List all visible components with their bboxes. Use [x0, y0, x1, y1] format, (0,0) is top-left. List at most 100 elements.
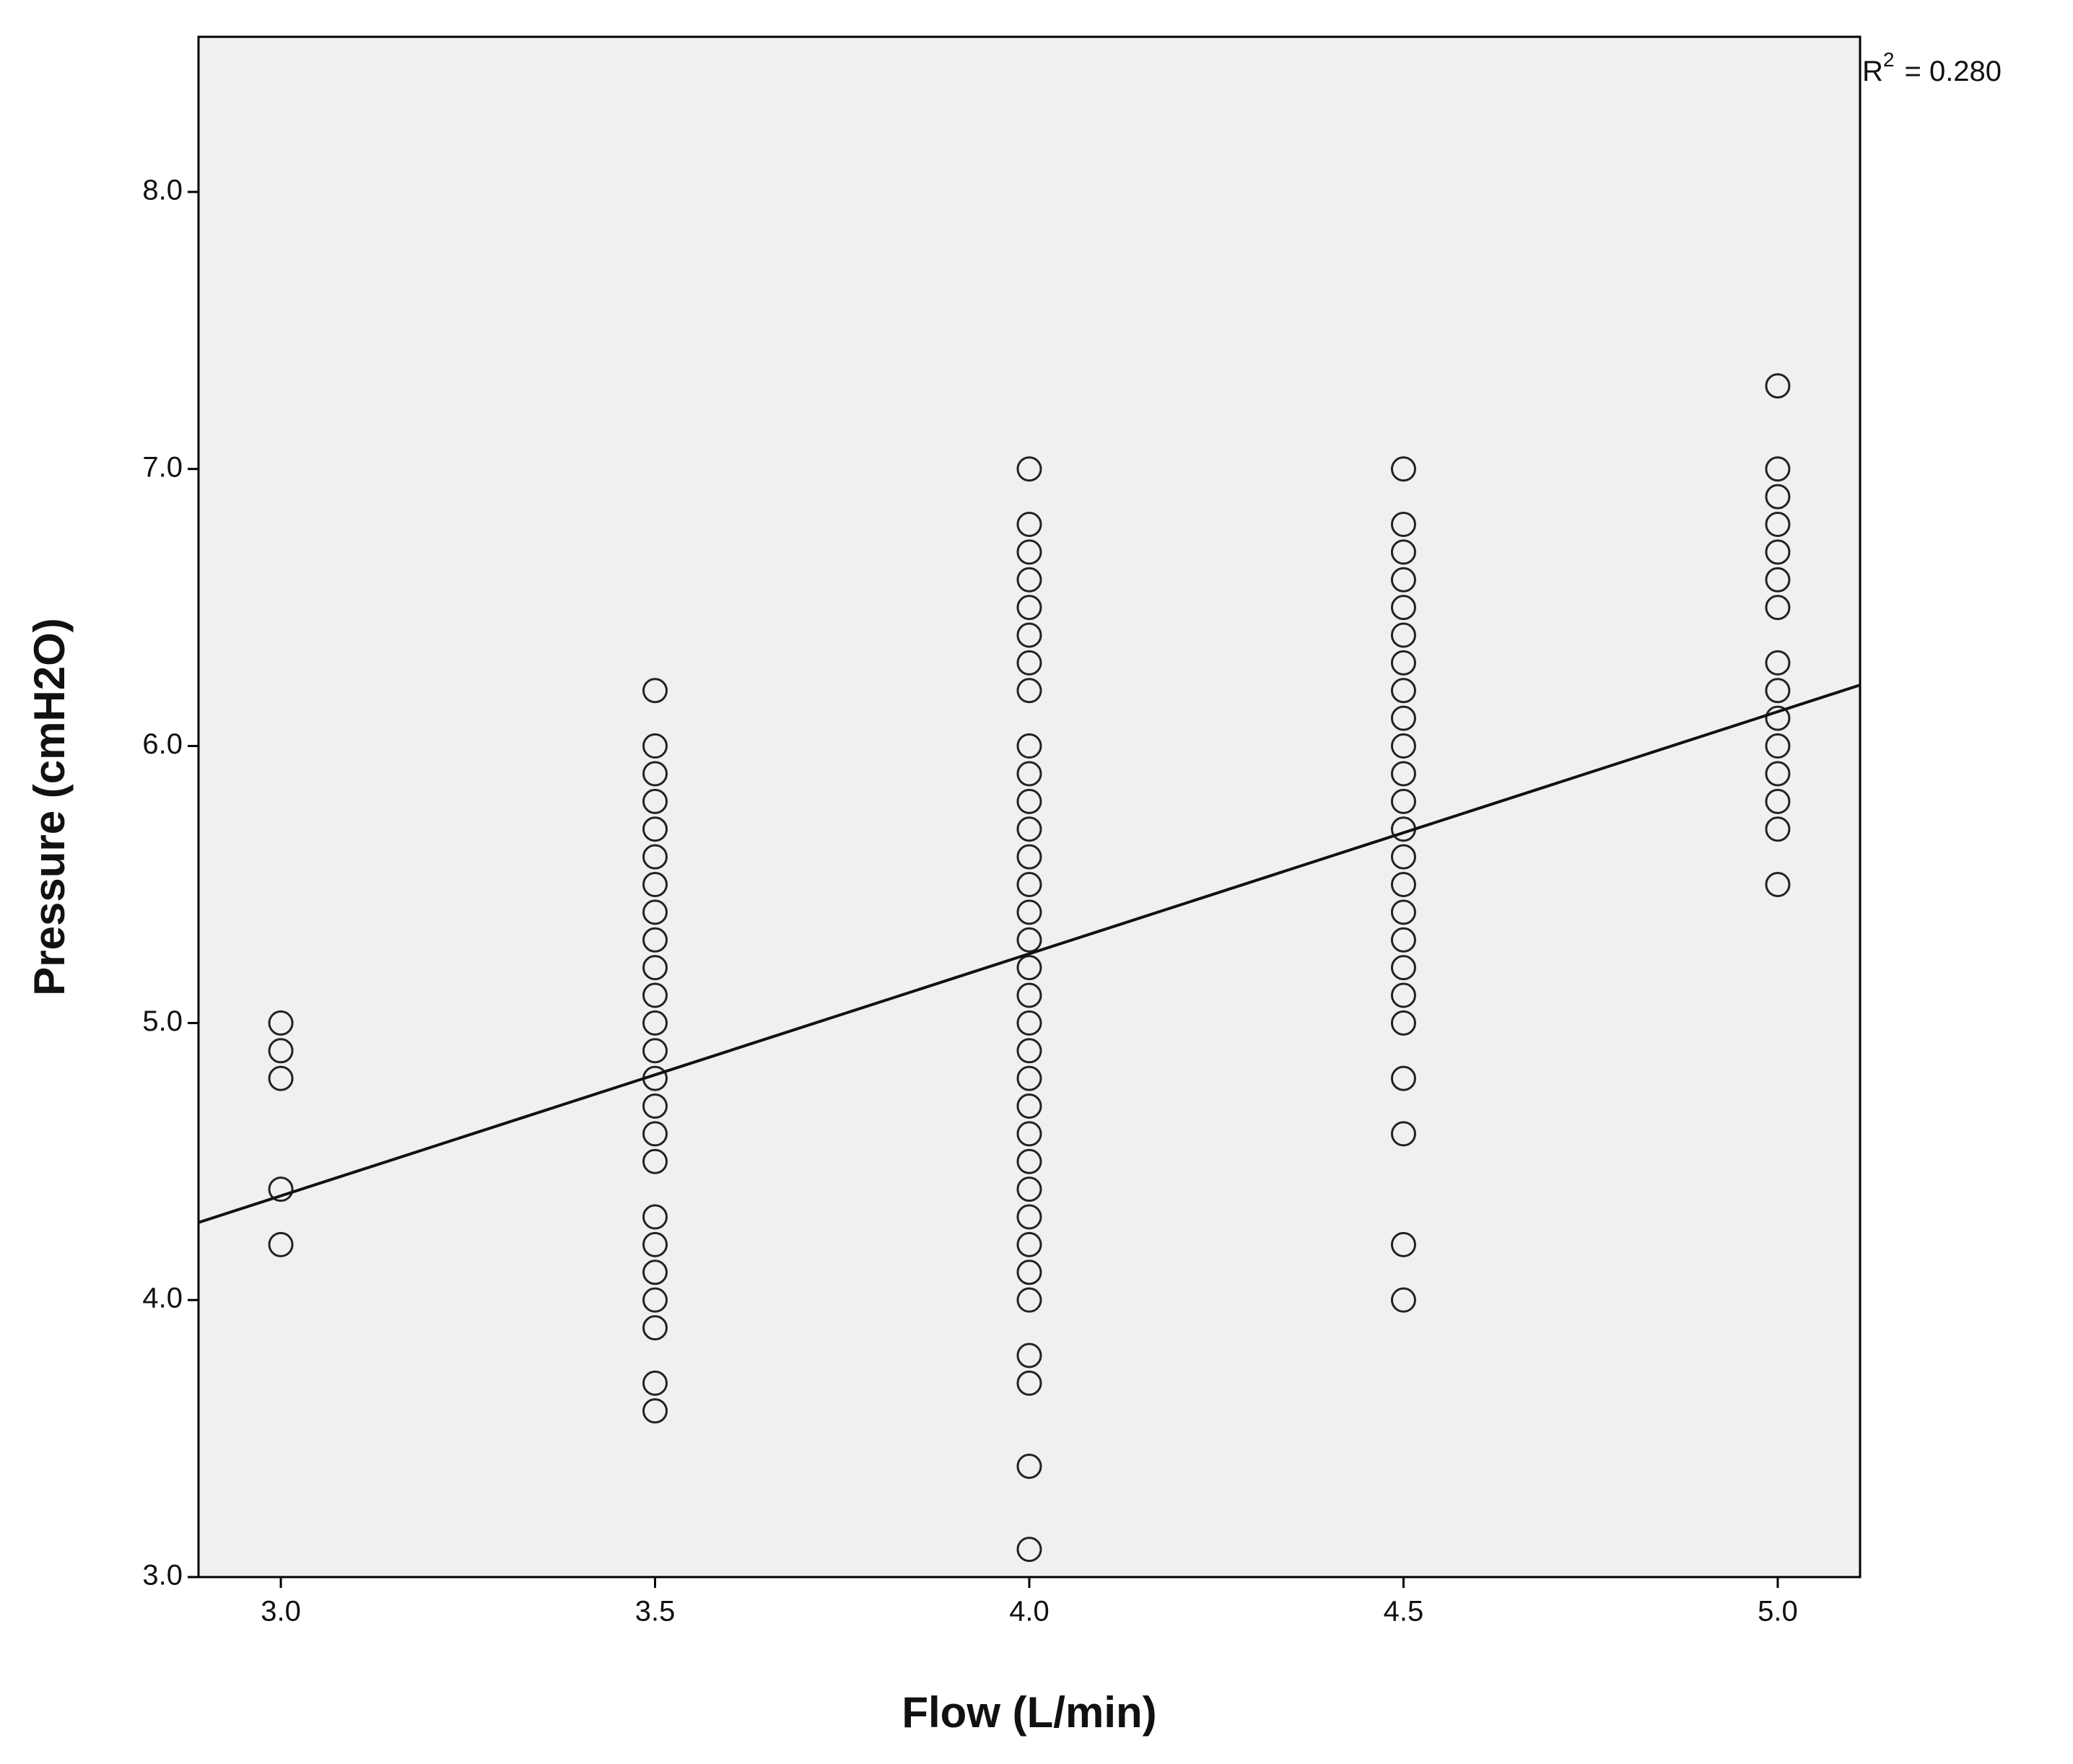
point	[1765, 456, 1791, 482]
point	[1016, 1342, 1042, 1368]
point	[642, 1093, 668, 1119]
point	[642, 871, 668, 897]
point	[1016, 1537, 1042, 1563]
point	[1390, 567, 1416, 593]
y-tick-label: 5.0	[142, 1005, 183, 1037]
point	[642, 1287, 668, 1313]
point	[1390, 927, 1416, 953]
point	[642, 678, 668, 704]
point	[268, 1231, 294, 1257]
point	[1016, 1259, 1042, 1285]
point	[1765, 705, 1791, 731]
point	[1016, 456, 1042, 482]
x-tick-label: 3.5	[635, 1596, 676, 1628]
point	[1390, 678, 1416, 704]
point	[642, 982, 668, 1008]
point	[1016, 539, 1042, 565]
point	[1765, 761, 1791, 787]
point	[1016, 1370, 1042, 1396]
point	[1016, 899, 1042, 925]
point	[642, 1204, 668, 1230]
point	[1016, 844, 1042, 870]
point	[642, 1038, 668, 1064]
point	[1390, 761, 1416, 787]
point	[1016, 1176, 1042, 1202]
point	[1016, 1065, 1042, 1091]
r2-value: = 0.280	[1904, 56, 2002, 87]
point	[642, 816, 668, 842]
x-axis-title: Flow (L/min)	[902, 1688, 1156, 1737]
point	[1390, 982, 1416, 1008]
point	[1016, 1121, 1042, 1147]
point	[1016, 1010, 1042, 1036]
point	[642, 761, 668, 787]
fit-line	[198, 684, 1861, 1224]
y-tick-label: 6.0	[142, 728, 183, 760]
point	[268, 1038, 294, 1064]
y-tick-label: 8.0	[142, 174, 183, 206]
point	[642, 1315, 668, 1341]
point	[1390, 622, 1416, 648]
point	[1016, 650, 1042, 676]
point	[1390, 788, 1416, 814]
point	[1016, 678, 1042, 704]
point	[642, 1010, 668, 1036]
point	[1016, 871, 1042, 897]
plot-area	[197, 35, 1862, 1579]
point	[642, 927, 668, 953]
point	[1765, 816, 1791, 842]
point	[1016, 1231, 1042, 1257]
point	[642, 1370, 668, 1396]
r2-exponent: 2	[1883, 48, 1895, 71]
y-axis-title: Pressure (cmH2O)	[25, 618, 74, 996]
point	[1016, 567, 1042, 593]
y-tick-label: 7.0	[142, 451, 183, 483]
point	[1390, 955, 1416, 981]
point	[1016, 1287, 1042, 1313]
point	[642, 1259, 668, 1285]
point	[268, 1176, 294, 1202]
x-tick-label: 4.5	[1384, 1596, 1424, 1628]
point	[1390, 844, 1416, 870]
point	[1765, 871, 1791, 897]
point	[1390, 595, 1416, 621]
point	[1016, 1038, 1042, 1064]
point	[1390, 512, 1416, 538]
point	[1016, 1204, 1042, 1230]
point	[1016, 1148, 1042, 1174]
point	[1016, 733, 1042, 759]
point	[1016, 927, 1042, 953]
point	[642, 955, 668, 981]
point	[642, 1148, 668, 1174]
point	[1765, 595, 1791, 621]
point	[1765, 484, 1791, 510]
point	[1016, 595, 1042, 621]
point	[1016, 816, 1042, 842]
point	[268, 1010, 294, 1036]
point	[1765, 512, 1791, 538]
point	[642, 1398, 668, 1424]
point	[1765, 539, 1791, 565]
point	[1765, 788, 1791, 814]
y-tick-label: 4.0	[142, 1283, 183, 1314]
point	[1765, 678, 1791, 704]
r2-symbol: R	[1862, 56, 1883, 87]
r2-annotation: R2 = 0.280	[1862, 48, 2002, 87]
point	[1390, 650, 1416, 676]
point	[1390, 705, 1416, 731]
point	[1016, 982, 1042, 1008]
point	[1390, 1287, 1416, 1313]
x-tick-label: 3.0	[261, 1596, 301, 1628]
point	[1390, 899, 1416, 925]
point	[268, 1065, 294, 1091]
point	[1765, 373, 1791, 399]
x-tick-label: 5.0	[1758, 1596, 1798, 1628]
point	[1016, 955, 1042, 981]
point	[1390, 871, 1416, 897]
point	[1765, 567, 1791, 593]
point	[642, 844, 668, 870]
point	[1390, 733, 1416, 759]
point	[1390, 539, 1416, 565]
point	[1016, 512, 1042, 538]
